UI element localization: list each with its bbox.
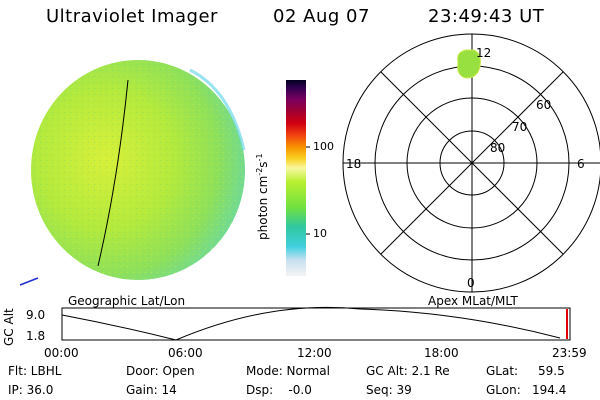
mlt-label-6: 6 [577,157,585,171]
mlat-label-70: 70 [512,120,528,134]
colorbar-tick-100: 100 [313,140,334,153]
glon-value: 194.4 [532,383,567,397]
date-label: 02 Aug 07 [273,6,370,27]
seq-status: Seq: 39 [366,383,412,397]
mode-status: Mode: Normal [246,364,330,378]
colorbar-gradient [286,80,306,276]
mlt-label-12: 12 [476,46,492,60]
filter-status: Flt: LBHL [8,364,62,378]
apex-caption: Apex MLat/MLT [428,294,518,308]
mlt-label-18: 18 [346,157,362,171]
orbit-x-tick-1200: 12:00 [297,346,332,360]
terminator-line [97,79,129,267]
polar-diag-2 [380,71,564,255]
orbit-x-tick-0000: 00:00 [44,346,79,360]
scan-mark [19,277,39,286]
gc-alt-status: GC Alt: 2.1 Re [366,364,450,378]
ip-status: IP: 36.0 [8,383,54,397]
colorbar-tick-10: 10 [313,227,327,240]
gain-status: Gain: 14 [126,383,177,397]
time-label: 23:49:43 UT [428,6,545,27]
mlt-label-0: 0 [467,276,475,290]
geographic-caption: Geographic Lat/Lon [68,294,186,308]
mlat-label-80: 80 [490,141,506,155]
orbit-x-tick-1800: 18:00 [424,346,459,360]
glat-value: 59.5 [538,364,565,378]
orbit-x-tick-2359: 23:59 [552,346,587,360]
orbit-x-tick-0600: 06:00 [168,346,203,360]
glat-label: GLat: [486,364,519,378]
glon-label: GLon: [486,383,521,397]
instrument-title: Ultraviolet Imager [46,6,218,27]
auroral-patch [457,49,481,79]
dsp-status: Dsp: -0.0 [246,383,312,397]
orbit-plot-frame [61,307,571,341]
orbit-y-tick-1: 1.8 [26,329,46,343]
door-status: Door: Open [126,364,195,378]
orbit-altitude-curve [61,306,561,341]
disk-rim-glow [189,68,246,151]
orbit-y-tick-9: 9.0 [26,308,46,322]
mlat-label-60: 60 [536,98,552,112]
